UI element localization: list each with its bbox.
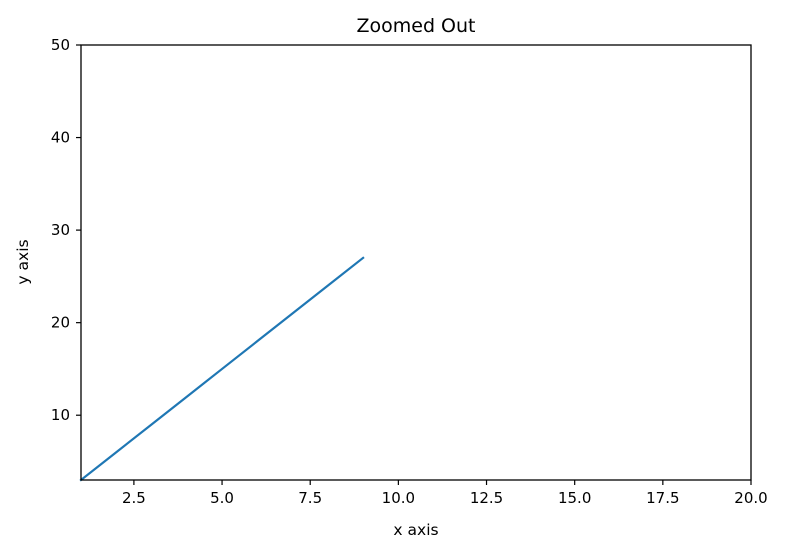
y-tick-label: 10 bbox=[51, 406, 70, 424]
x-axis-ticks: 2.5 5.0 7.5 10.0 12.5 15.0 17.5 20.0 bbox=[122, 480, 768, 507]
y-tick-label: 30 bbox=[51, 221, 70, 239]
x-tick-label: 5.0 bbox=[210, 489, 234, 507]
y-tick-label: 20 bbox=[51, 314, 70, 332]
y-tick-label: 40 bbox=[51, 129, 70, 147]
y-axis-ticks: 10 20 30 40 50 bbox=[51, 36, 81, 424]
y-tick-label: 50 bbox=[51, 36, 70, 54]
series-group bbox=[79, 256, 365, 482]
series-line bbox=[79, 256, 365, 482]
x-axis-label: x axis bbox=[393, 521, 438, 539]
x-tick-label: 10.0 bbox=[382, 489, 415, 507]
x-tick-label: 2.5 bbox=[122, 489, 146, 507]
chart-title: Zoomed Out bbox=[356, 15, 475, 37]
x-tick-label: 12.5 bbox=[470, 489, 503, 507]
x-tick-label: 17.5 bbox=[646, 489, 679, 507]
y-axis-label: y axis bbox=[14, 239, 32, 284]
x-tick-label: 7.5 bbox=[298, 489, 322, 507]
x-tick-label: 15.0 bbox=[558, 489, 591, 507]
plot-frame bbox=[80, 44, 752, 481]
x-tick-label: 20.0 bbox=[734, 489, 767, 507]
